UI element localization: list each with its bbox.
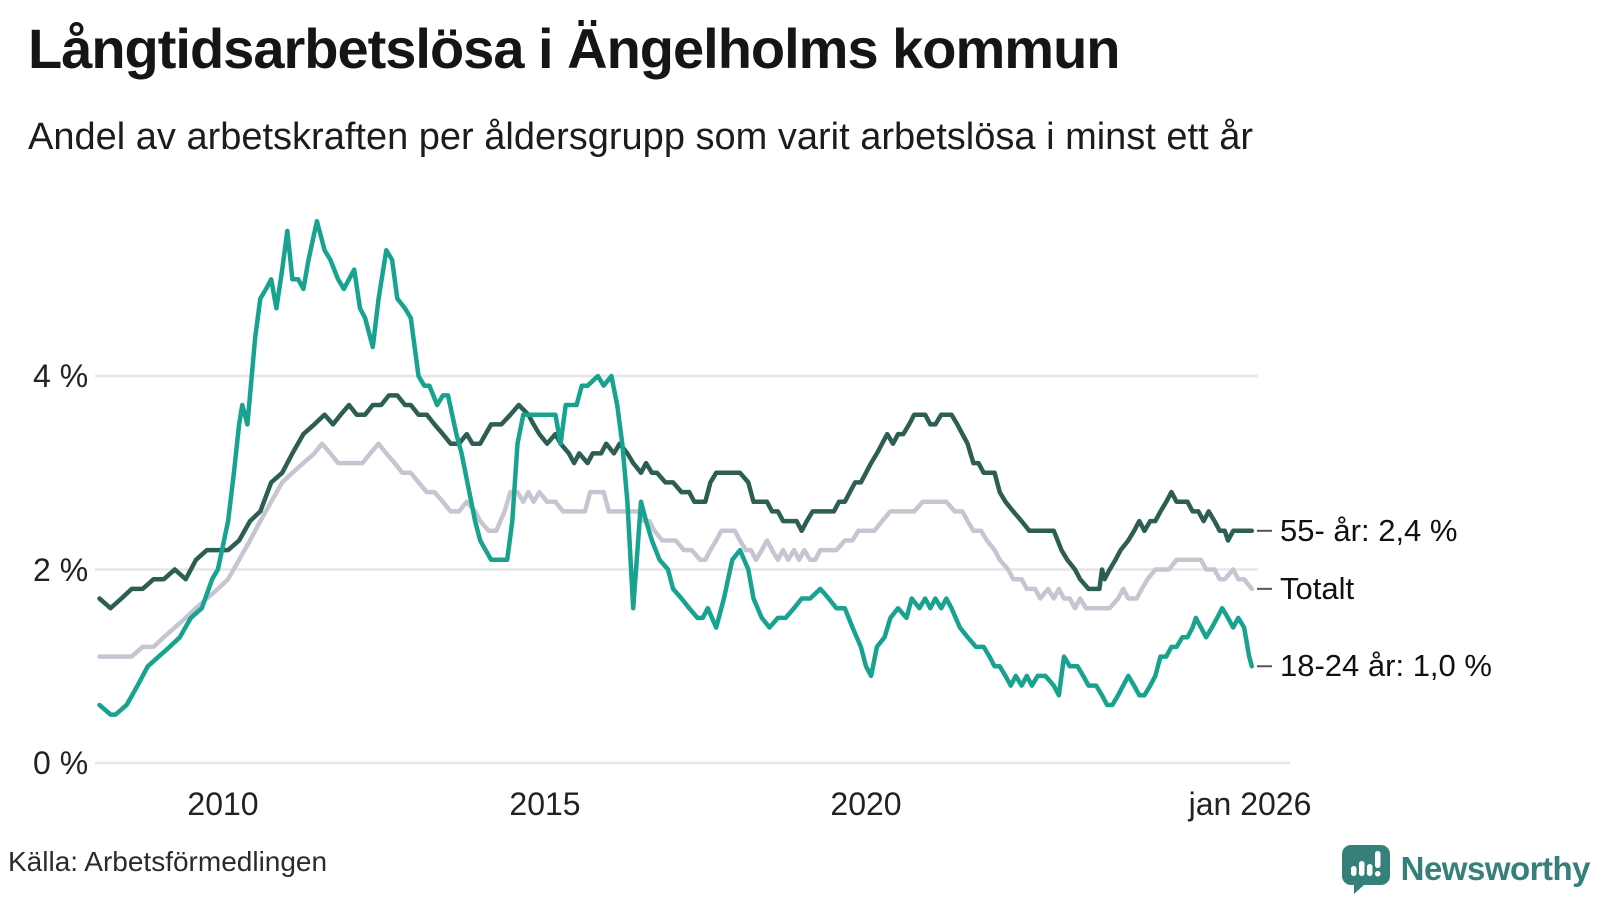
bar-chart-glyph <box>1350 851 1381 877</box>
exclamation-dot <box>1374 871 1381 877</box>
brand-name: Newsworthy <box>1400 850 1591 887</box>
source-note: Källa: Arbetsförmedlingen <box>8 846 328 877</box>
line-series-55 <box>97 393 1255 611</box>
line-end-label-total: Totalt <box>1280 570 1355 606</box>
line-end-label-55: 55- år: 2,4 % <box>1280 512 1458 548</box>
x-tick-2015: 2015 <box>509 786 581 822</box>
y-tick-0pct: 0 % <box>33 745 89 781</box>
x-tick-2020: 2020 <box>830 786 902 822</box>
page-subtitle: Andel av arbetskraften per åldersgrupp s… <box>28 116 1254 158</box>
x-tick-jan-2026: jan 2026 <box>1188 786 1312 822</box>
x-tick-2010: 2010 <box>187 786 259 822</box>
y-tick-4pct: 4 % <box>33 358 89 394</box>
line-series-total <box>97 441 1255 659</box>
line-end-label-1824: 18-24 år: 1,0 % <box>1280 648 1492 684</box>
y-tick-2pct: 2 % <box>33 552 89 588</box>
exclamation-bar <box>1374 851 1381 868</box>
line-chart <box>95 218 1290 765</box>
line-series-1824 <box>97 218 1255 717</box>
speech-bubble-shape <box>1341 845 1390 894</box>
page-title: Långtidsarbetslösa i Ängelholms kommun <box>28 17 1121 80</box>
newsworthy-icon <box>1341 845 1390 894</box>
newsworthy-logo: Newsworthy <box>1340 843 1591 895</box>
